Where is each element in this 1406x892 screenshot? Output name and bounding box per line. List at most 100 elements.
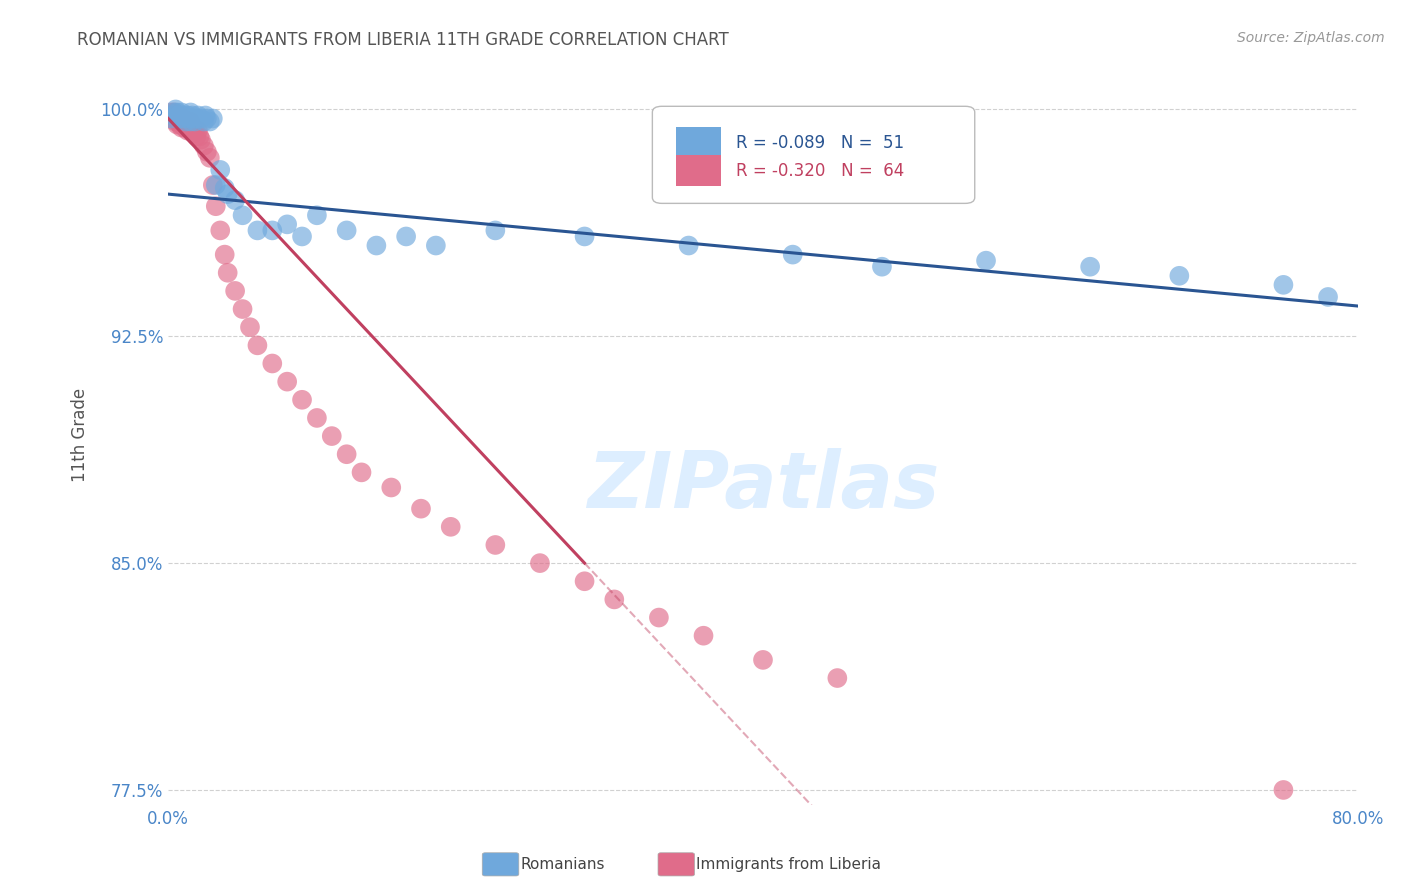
- Point: [173, 112, 195, 126]
- Text: R = -0.320   N =  64: R = -0.320 N = 64: [735, 161, 904, 180]
- Point: [187, 108, 209, 122]
- Text: Romanians: Romanians: [520, 857, 605, 871]
- Text: R = -0.089   N =  51: R = -0.089 N = 51: [735, 134, 904, 152]
- Point: [184, 114, 207, 128]
- Point: [224, 284, 246, 298]
- Point: [395, 229, 418, 244]
- Point: [169, 112, 191, 126]
- Point: [165, 114, 187, 128]
- Point: [165, 103, 187, 117]
- Point: [159, 108, 181, 122]
- Text: Source: ZipAtlas.com: Source: ZipAtlas.com: [1237, 31, 1385, 45]
- Point: [173, 114, 195, 128]
- Point: [198, 151, 221, 165]
- Point: [166, 118, 188, 132]
- Point: [440, 520, 463, 534]
- Point: [529, 556, 551, 570]
- Point: [1272, 783, 1295, 797]
- Point: [648, 610, 671, 624]
- Point: [291, 392, 314, 407]
- Point: [409, 501, 432, 516]
- Point: [574, 229, 596, 244]
- Point: [169, 112, 191, 126]
- Point: [336, 223, 359, 237]
- Point: [603, 592, 626, 607]
- Point: [181, 108, 204, 122]
- Point: [176, 108, 198, 122]
- Point: [1078, 260, 1101, 274]
- FancyBboxPatch shape: [652, 106, 974, 203]
- Text: ZIPatlas: ZIPatlas: [586, 449, 939, 524]
- Point: [350, 466, 373, 480]
- Point: [166, 105, 188, 120]
- Point: [183, 127, 205, 141]
- Point: [180, 114, 202, 128]
- Point: [336, 447, 359, 461]
- Point: [484, 223, 506, 237]
- Text: Immigrants from Liberia: Immigrants from Liberia: [696, 857, 882, 871]
- Point: [193, 114, 215, 128]
- Point: [1272, 277, 1295, 292]
- Point: [195, 112, 218, 126]
- Point: [173, 120, 195, 135]
- Bar: [676, 155, 721, 186]
- Point: [184, 123, 207, 137]
- Point: [166, 112, 188, 126]
- Point: [782, 247, 804, 261]
- Text: ROMANIAN VS IMMIGRANTS FROM LIBERIA 11TH GRADE CORRELATION CHART: ROMANIAN VS IMMIGRANTS FROM LIBERIA 11TH…: [77, 31, 730, 49]
- Point: [1317, 290, 1340, 304]
- Point: [193, 138, 215, 153]
- Point: [163, 105, 186, 120]
- Point: [170, 105, 193, 120]
- Y-axis label: 11th Grade: 11th Grade: [72, 387, 89, 482]
- Point: [678, 238, 700, 252]
- Point: [169, 118, 191, 132]
- Point: [188, 129, 211, 144]
- Point: [180, 105, 202, 120]
- Point: [305, 411, 328, 425]
- Point: [246, 223, 269, 237]
- Point: [170, 114, 193, 128]
- Point: [974, 253, 997, 268]
- Point: [181, 120, 204, 135]
- Point: [187, 123, 209, 137]
- Point: [827, 671, 849, 685]
- Point: [177, 120, 200, 135]
- Point: [186, 129, 208, 144]
- Point: [198, 114, 221, 128]
- Point: [692, 629, 714, 643]
- Point: [752, 653, 775, 667]
- Point: [204, 199, 226, 213]
- Point: [262, 357, 284, 371]
- Bar: [676, 127, 721, 158]
- Point: [177, 112, 200, 126]
- Point: [1168, 268, 1191, 283]
- Point: [170, 120, 193, 135]
- Point: [186, 112, 208, 126]
- Point: [201, 112, 224, 126]
- Point: [160, 105, 183, 120]
- Point: [574, 574, 596, 589]
- Point: [217, 266, 239, 280]
- Point: [163, 105, 186, 120]
- Point: [167, 108, 190, 122]
- Point: [232, 208, 254, 222]
- Point: [276, 375, 298, 389]
- Point: [204, 178, 226, 192]
- Point: [262, 223, 284, 237]
- Point: [380, 481, 402, 495]
- Point: [870, 260, 893, 274]
- Point: [174, 114, 197, 128]
- Point: [194, 108, 217, 122]
- Point: [366, 238, 388, 252]
- Point: [214, 181, 236, 195]
- Point: [195, 145, 218, 159]
- Point: [172, 118, 194, 132]
- Point: [172, 108, 194, 122]
- Point: [174, 120, 197, 135]
- Point: [162, 108, 184, 122]
- Point: [162, 108, 184, 122]
- Point: [167, 114, 190, 128]
- Point: [176, 118, 198, 132]
- Point: [176, 123, 198, 137]
